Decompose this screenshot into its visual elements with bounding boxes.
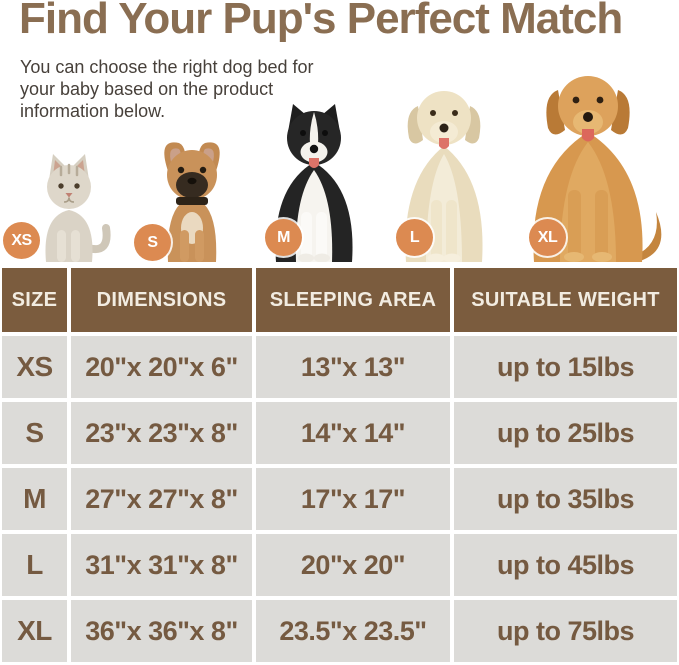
page-title: Find Your Pup's Perfect Match — [19, 0, 623, 43]
row-m-sleeping-area: 17"x 17" — [256, 468, 450, 530]
row-xs-weight: up to 15lbs — [454, 336, 677, 398]
row-xl-dimensions: 36"x 36"x 8" — [71, 600, 252, 662]
pet-photo-cat-xs — [24, 150, 114, 262]
row-s-sleeping-area: 14"x 14" — [256, 402, 450, 464]
row-l-dimensions: 31"x 31"x 8" — [71, 534, 252, 596]
row-l-size: L — [2, 534, 67, 596]
subtitle-line-1: You can choose the right dog bed for — [20, 57, 314, 77]
row-xl-weight: up to 75lbs — [454, 600, 677, 662]
cream-retriever-icon — [405, 91, 483, 262]
row-s-weight: up to 25lbs — [454, 402, 677, 464]
cat-icon — [45, 154, 111, 262]
column-header-size: SIZE — [2, 268, 67, 332]
row-s-size: S — [2, 402, 67, 464]
page-subtitle: You can choose the right dog bed for you… — [20, 56, 314, 122]
row-m-dimensions: 27"x 27"x 8" — [71, 468, 252, 530]
row-xl-sleeping-area: 23.5"x 23.5" — [256, 600, 450, 662]
row-m-weight: up to 35lbs — [454, 468, 677, 530]
size-badge-xs: XS — [3, 222, 40, 259]
row-xs-sleeping-area: 13"x 13" — [256, 336, 450, 398]
row-l-sleeping-area: 20"x 20" — [256, 534, 450, 596]
row-l-weight: up to 45lbs — [454, 534, 677, 596]
pet-photo-french-bulldog-s — [146, 132, 238, 262]
pet-photo-cream-retriever-l — [388, 80, 500, 262]
row-m-size: M — [2, 468, 67, 530]
column-header-sleeping-area: SLEEPING AREA — [256, 268, 450, 332]
subtitle-line-3: information below. — [20, 101, 166, 121]
row-xs-size: XS — [2, 336, 67, 398]
french-bulldog-icon — [164, 142, 220, 262]
row-xs-dimensions: 20"x 20"x 6" — [71, 336, 252, 398]
size-badge-s: S — [134, 224, 171, 261]
size-badge-l: L — [396, 219, 433, 256]
row-s-dimensions: 23"x 23"x 8" — [71, 402, 252, 464]
subtitle-line-2: your baby based on the product — [20, 79, 274, 99]
size-badge-m: M — [265, 219, 302, 256]
column-header-suitable-weight: SUITABLE WEIGHT — [454, 268, 677, 332]
size-badge-xl: XL — [529, 219, 566, 256]
column-header-dimensions: DIMENSIONS — [71, 268, 252, 332]
size-chart-table: SIZE DIMENSIONS SLEEPING AREA SUITABLE W… — [2, 268, 677, 662]
row-xl-size: XL — [2, 600, 67, 662]
